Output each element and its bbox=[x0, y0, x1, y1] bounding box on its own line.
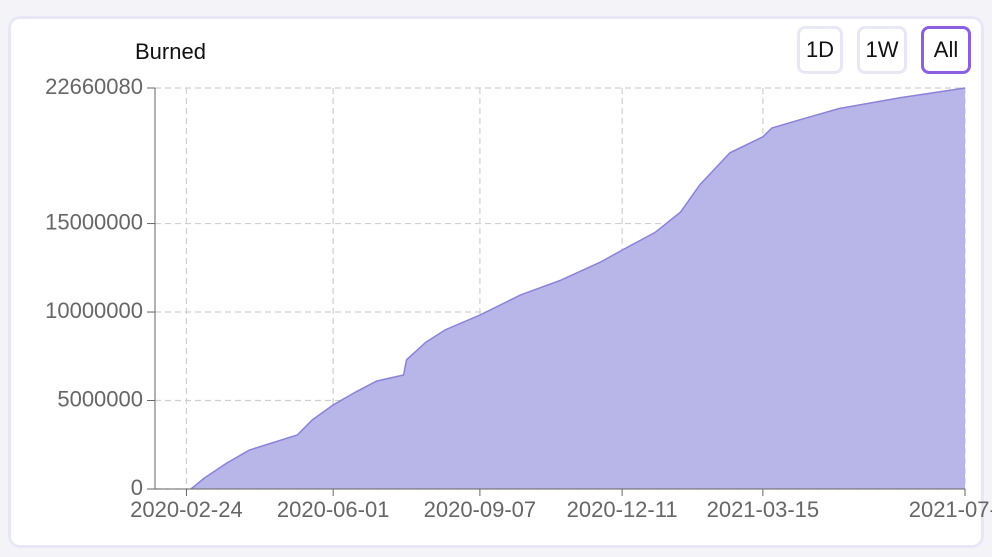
y-tick-label: 10000000 bbox=[45, 298, 143, 323]
range-button[interactable]: 1D bbox=[797, 26, 843, 74]
x-tick-label: 2021-07-28 bbox=[909, 497, 992, 522]
range-button[interactable]: 1W bbox=[857, 26, 907, 74]
x-tick-label: 2020-09-07 bbox=[424, 497, 537, 522]
x-tick-label: 2020-06-01 bbox=[277, 497, 390, 522]
y-tick-label: 22660080 bbox=[45, 74, 143, 99]
y-tick-label: 5000000 bbox=[57, 386, 143, 411]
x-tick-label: 2020-02-24 bbox=[130, 497, 243, 522]
area bbox=[190, 88, 965, 489]
y-tick-label: 15000000 bbox=[45, 209, 143, 234]
x-tick-label: 2020-12-11 bbox=[567, 497, 678, 522]
x-tick-label: 2021-03-15 bbox=[707, 497, 820, 522]
range-button[interactable]: All bbox=[921, 26, 971, 74]
line bbox=[190, 87, 966, 490]
y-tick-label: 0 bbox=[131, 475, 143, 500]
chart-title: Burned bbox=[135, 39, 206, 64]
